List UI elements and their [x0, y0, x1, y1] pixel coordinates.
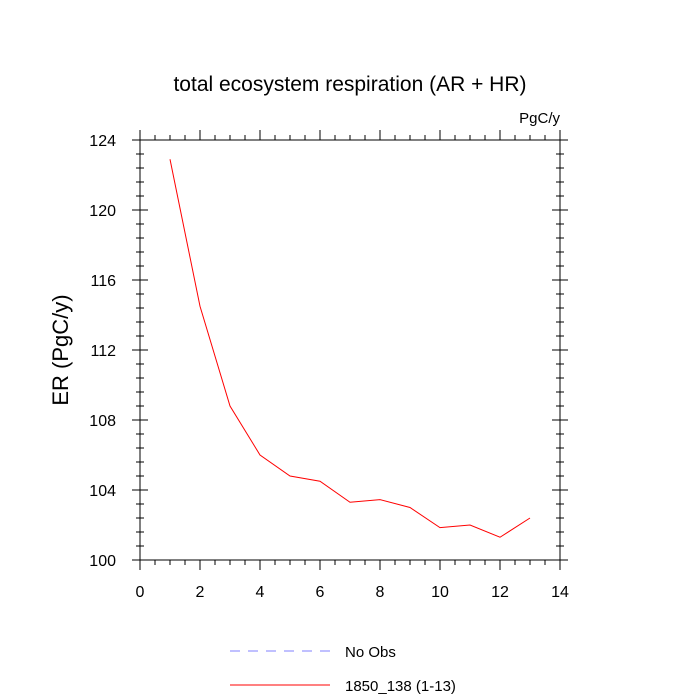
- y-tick-label: 100: [89, 553, 116, 570]
- plot-frame: [139, 139, 561, 561]
- y-tick-label: 120: [89, 203, 116, 220]
- y-tick-label: 108: [89, 413, 116, 430]
- y-tick-label: 104: [89, 483, 116, 500]
- chart-title: total ecosystem respiration (AR + HR): [173, 73, 526, 96]
- y-tick-labels: 100 104 108 112 116 120 124: [89, 133, 116, 570]
- x-tick-label: 8: [376, 584, 385, 601]
- legend: No Obs 1850_138 (1-13): [230, 644, 456, 695]
- x-tick-label: 4: [256, 584, 265, 601]
- y-axis-label: ER (PgC/y): [48, 294, 73, 405]
- legend-label-series: 1850_138 (1-13): [345, 678, 456, 695]
- x-tick-label: 10: [431, 584, 449, 601]
- series-line: [169, 159, 531, 538]
- y-tick-label: 112: [90, 343, 116, 360]
- axis-ticks: [132, 130, 568, 570]
- legend-label-no-obs: No Obs: [345, 644, 396, 661]
- x-tick-label: 2: [196, 584, 205, 601]
- series-group: [169, 159, 531, 538]
- units-label: PgC/y: [519, 110, 560, 127]
- y-tick-label: 124: [89, 133, 116, 150]
- y-tick-label: 116: [90, 273, 116, 290]
- x-tick-label: 14: [551, 584, 569, 601]
- x-tick-label: 12: [491, 584, 509, 601]
- x-tick-label: 0: [136, 584, 145, 601]
- x-tick-labels: 0 2 4 6 8 10 12 14: [136, 584, 569, 601]
- x-tick-label: 6: [316, 584, 325, 601]
